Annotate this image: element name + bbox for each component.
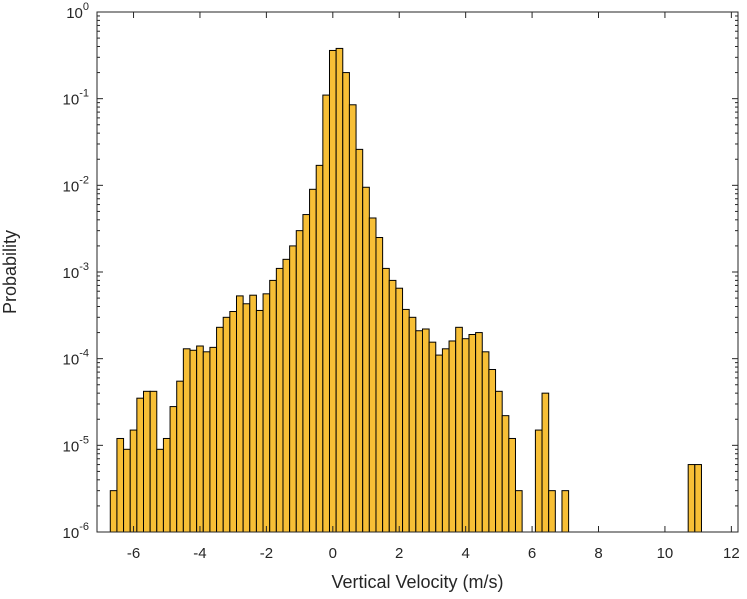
x-tick-label: 6 [528,545,536,562]
y-tick-label: 10-3 [63,261,89,282]
histogram-bar [694,464,702,533]
histogram-bar [302,214,311,533]
histogram-bar [255,309,264,533]
histogram-bar [242,303,251,533]
y-tick-label: 10-2 [63,174,89,195]
histogram-bar [289,245,297,533]
histogram-bar [229,311,237,533]
histogram-bar [222,316,231,533]
x-axis-label: Vertical Velocity (m/s) [331,572,503,592]
histogram-bar [395,287,404,533]
histogram-bar [441,348,450,533]
histogram-bar [309,188,317,533]
y-tick-label: 10-1 [63,88,89,109]
histogram-bar [355,148,364,533]
x-tick-label: -6 [127,545,140,562]
histogram-bar [541,392,550,533]
histogram-bar [415,330,423,533]
histogram-bar [169,406,178,533]
histogram-bar [315,164,324,533]
histogram-bar [475,332,483,533]
x-tick-label: 0 [329,545,337,562]
histogram-bar [282,258,291,533]
x-tick-label: 2 [395,545,403,562]
histogram-bar [116,437,125,533]
histogram-bar [421,328,430,533]
histogram-bar [488,368,497,533]
histogram-bar [196,345,204,533]
histogram-bar [548,490,556,533]
x-tick-label: 10 [657,545,674,562]
x-tick-label: 4 [461,545,469,562]
histogram-bar [468,334,477,533]
histogram-bar [275,267,284,533]
histogram-bar [129,429,138,533]
histogram-bar [189,349,198,533]
histogram-bar [428,341,437,533]
histogram-bar [388,279,397,533]
histogram-bar [382,267,390,533]
histogram-bar [402,308,410,533]
x-tick-label: 8 [594,545,602,562]
histogram-bar [249,294,257,533]
histogram-bar [514,490,523,533]
histogram-bar [342,72,350,533]
histogram-bar [448,340,457,533]
histogram-bar [362,186,370,533]
histogram-bar [269,279,277,533]
histogram-bar [142,390,151,533]
histogram-bar [162,437,171,533]
histogram-bar [534,429,543,533]
histogram-bar [495,390,503,533]
histogram-bar [202,351,211,533]
y-tick-label: 100 [66,1,89,22]
x-tick-label: -2 [260,545,273,562]
y-tick-label: 10-4 [63,348,89,369]
histogram-bar [508,437,516,533]
histogram-bar [295,230,304,533]
histogram-bar [501,415,510,533]
histogram-bar [481,351,490,533]
histogram-bar [435,354,443,533]
histogram-bar [209,346,218,533]
histogram-bar [149,390,158,533]
histogram-bar [348,104,357,533]
y-tick-label: 10-5 [63,434,89,455]
ticks-group: -6 -4 -2 0 2 4 6 8 10 12 10-6 10-5 10-4 10-3 10-2 10-1 1… [63,1,740,562]
histogram-bar [216,326,224,533]
histogram-bar [561,490,570,533]
y-axis-label: Probability [0,230,20,314]
histogram-bar [156,448,164,533]
histogram-bar [109,490,118,533]
histogram-bar [335,47,344,533]
x-tick-label: -4 [193,545,206,562]
histogram-bar [182,348,191,533]
histogram-bar [687,464,696,533]
histogram-bar [408,316,417,533]
histogram-bar [368,217,377,533]
histogram-bar [235,295,244,533]
histogram-bar [176,380,184,533]
histogram-bar [455,326,463,533]
histogram-bar [328,49,337,533]
x-tick-label: 12 [723,545,740,562]
y-tick-label: 10-6 [63,521,89,542]
histogram-bar [322,94,330,533]
histogram-bar [136,397,144,533]
histogram-bar [461,338,470,533]
histogram-bar [262,293,271,533]
histogram-bar [375,237,384,533]
histogram-bar [123,448,131,533]
bars-group [109,47,702,533]
